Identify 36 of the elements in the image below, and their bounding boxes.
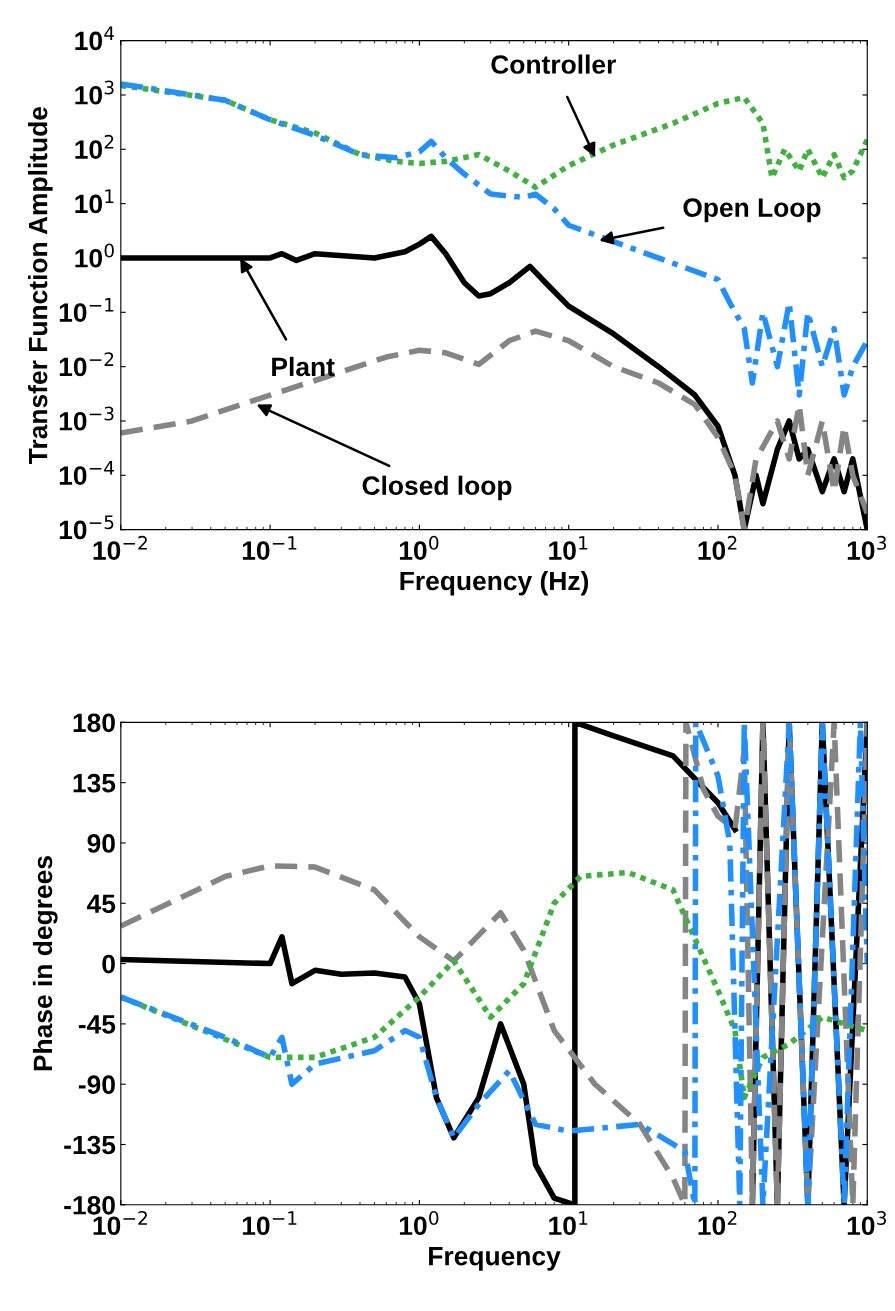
- y-tick-label: 45: [87, 894, 116, 914]
- x-tick-label: 10$^{−1}$: [242, 536, 297, 560]
- x-tick-label: 10$^{1}$: [549, 1211, 588, 1236]
- annotation: Controller: [491, 54, 616, 74]
- y-tick-label: 10$^{2}$: [75, 134, 114, 159]
- annotation: Open Loop: [683, 198, 821, 223]
- x-tick-label: 10$^{3}$: [847, 535, 887, 560]
- y-tick-label: 0: [102, 954, 115, 974]
- y-tick-label: -135: [64, 1135, 116, 1155]
- x-tick-label: 10$^{3}$: [847, 1211, 887, 1236]
- y-tick-label: 10$^{0}$: [75, 243, 114, 268]
- y-tick-label: 10$^{4}$: [75, 26, 115, 51]
- x-tick-label: 10$^{−1}$: [242, 1211, 297, 1236]
- x-tick-label: 10$^{1}$: [549, 536, 588, 560]
- y-tick-label: 180: [73, 713, 115, 733]
- y-tick-label: 135: [73, 773, 116, 793]
- annotation: Closed loop: [362, 475, 512, 501]
- y-tick-label: -45: [78, 1015, 116, 1034]
- x-tick-label: 10$^{2}$: [698, 1211, 737, 1236]
- x-tick-label: 10$^{0}$: [399, 1211, 439, 1236]
- y-tick-label: 10$^{1}$: [75, 189, 114, 214]
- y-tick-label: 90: [87, 834, 115, 853]
- annotation: Plant: [272, 356, 335, 377]
- y-tick-label: -90: [78, 1075, 115, 1095]
- y-tick-label: 10$^{−4}$: [59, 461, 114, 485]
- y-tick-label: 10$^{−5}$: [59, 515, 114, 540]
- x-axis-title: Frequency (Hz): [400, 570, 589, 596]
- x-tick-label: 10$^{0}$: [399, 535, 439, 560]
- x-axis-title: Frequency: [429, 1247, 561, 1271]
- y-tick-label: 10$^{−2}$: [59, 352, 114, 377]
- y-tick-label: 10$^{−1}$: [59, 298, 114, 322]
- y-axis-title: Transfer Function Amplitude: [28, 106, 53, 464]
- y-axis-title: Phase in degrees: [32, 856, 58, 1071]
- y-tick-label: 10$^{−3}$: [59, 406, 114, 431]
- x-tick-label: 10$^{2}$: [698, 535, 737, 560]
- y-tick-label: 10$^{3}$: [75, 80, 114, 105]
